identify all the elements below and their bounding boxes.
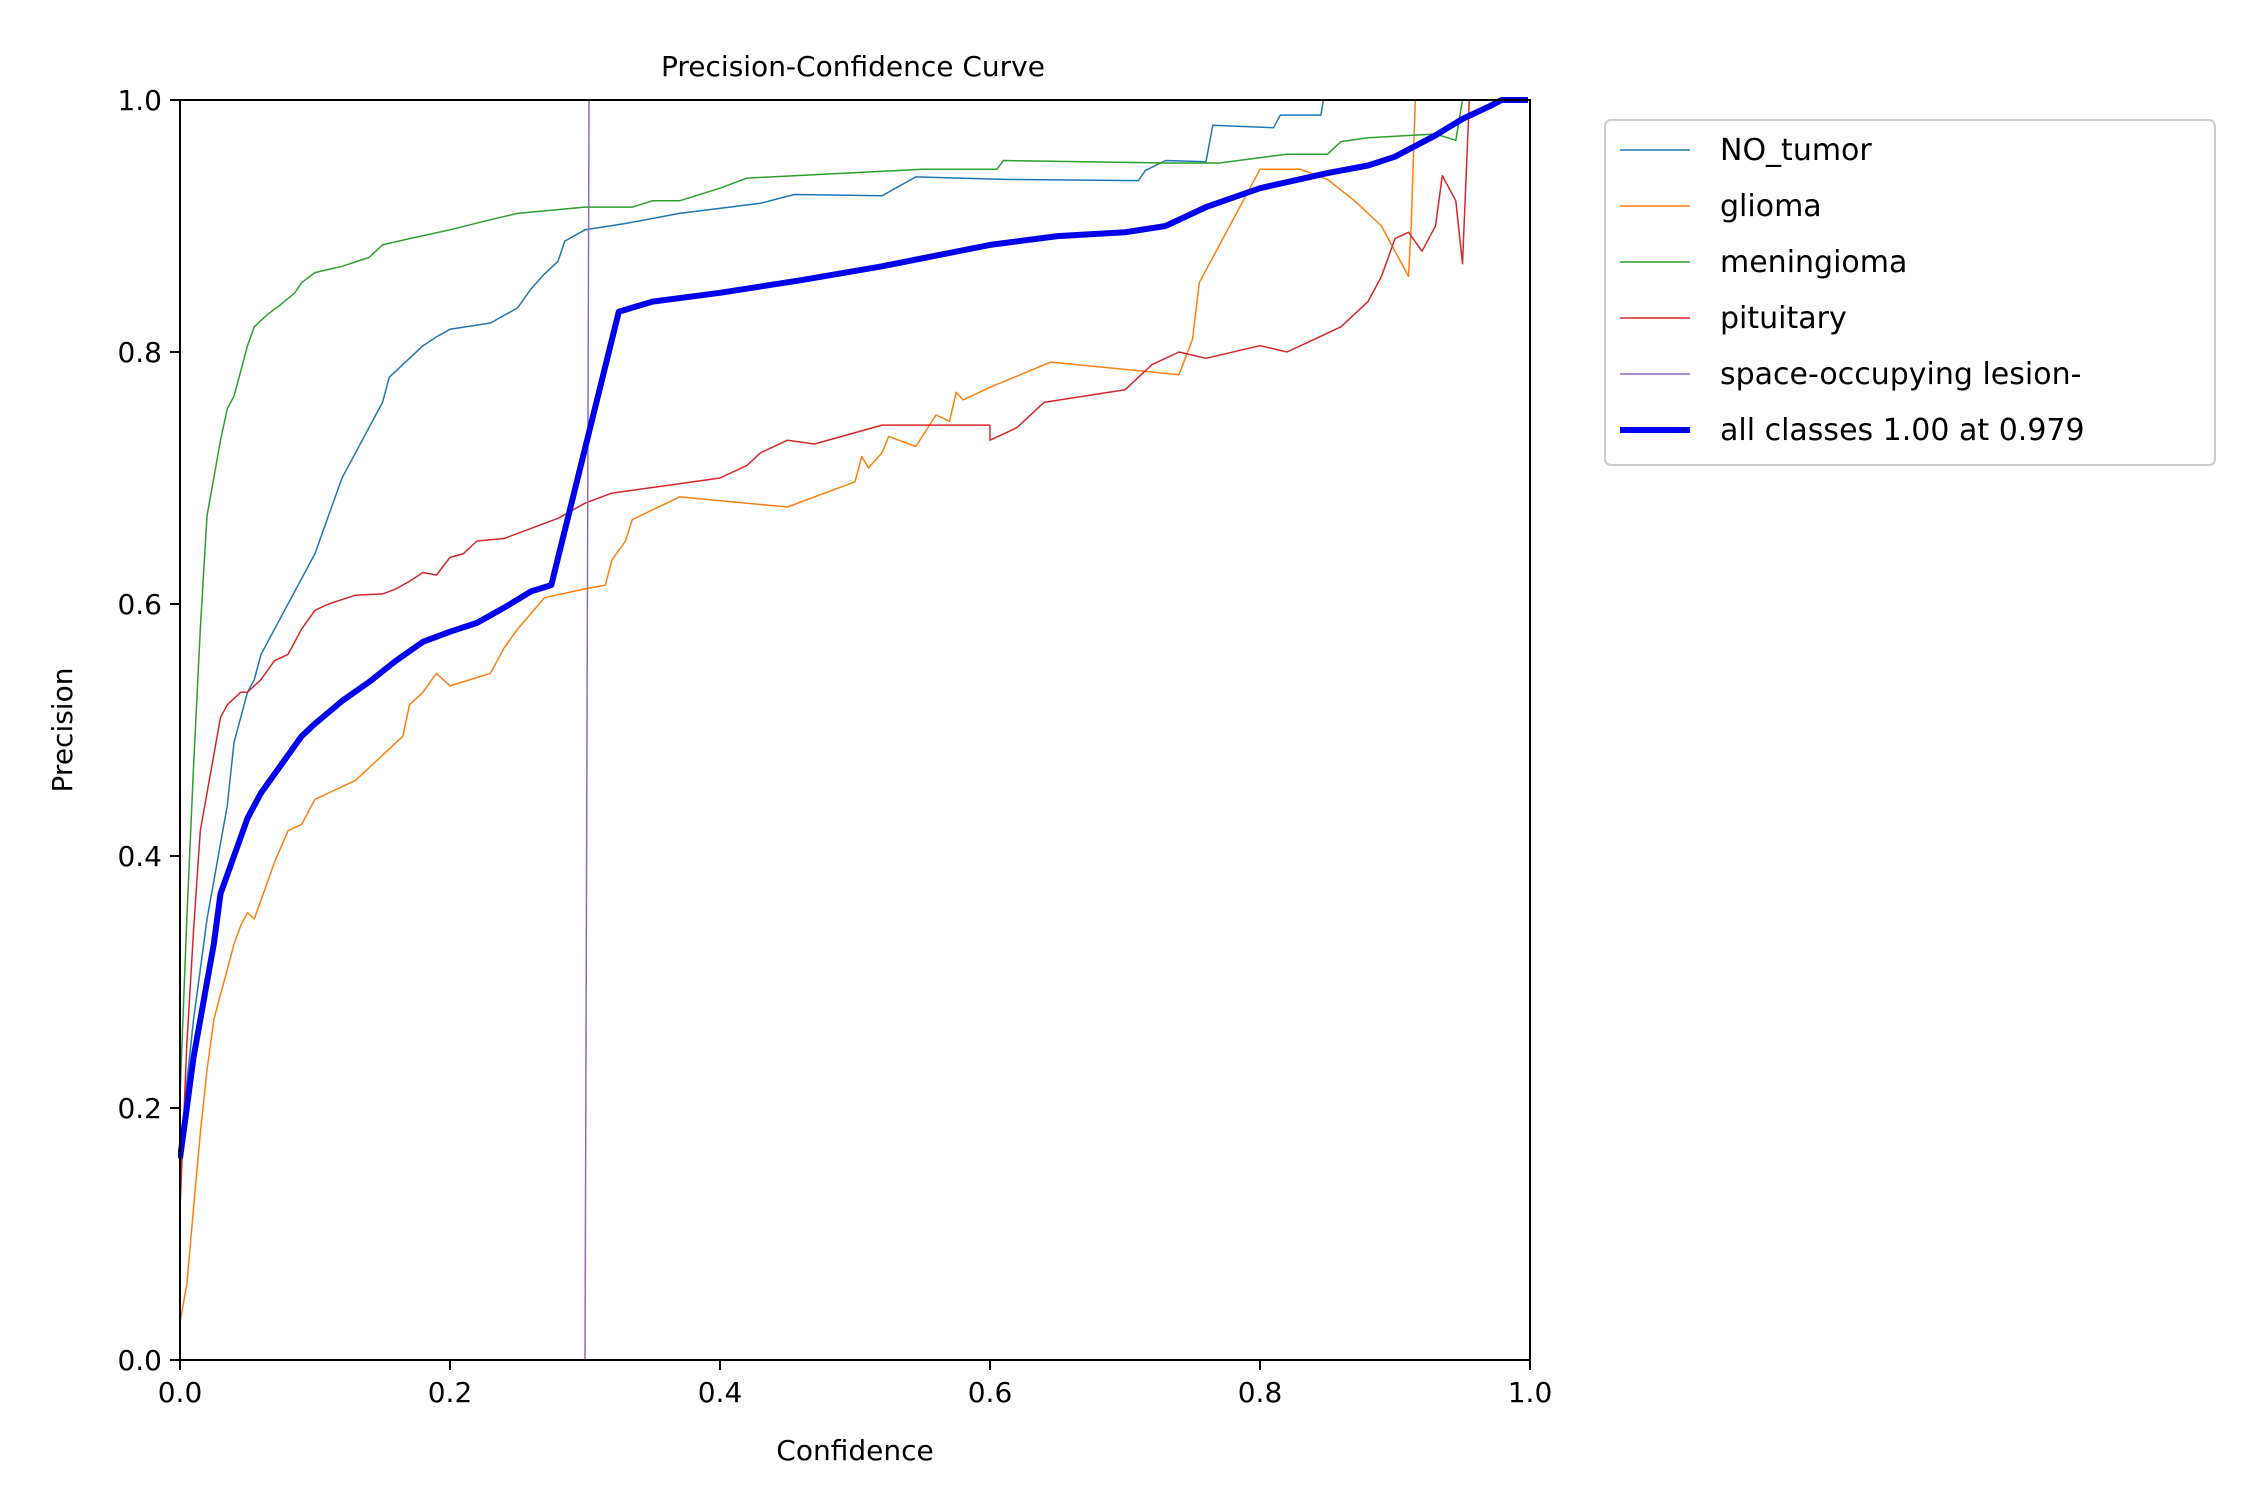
y-tick-label: 0.8 <box>117 336 162 369</box>
series-line-space-occupying-lesion <box>180 99 590 1361</box>
series-line-no-tumor <box>179 99 1325 1172</box>
y-axis-ticks: 0.0 0.2 0.4 0.6 0.8 1.0 <box>117 84 180 1377</box>
x-axis-ticks: 0.0 0.2 0.4 0.6 0.8 1.0 <box>158 1360 1553 1409</box>
y-tick-label: 0.6 <box>117 588 162 621</box>
series-line-all-classes-1-00-at-0-979 <box>178 97 1528 1159</box>
x-tick-label: 0.6 <box>968 1376 1013 1409</box>
x-tick-label: 0.2 <box>428 1376 473 1409</box>
series-line-meningioma <box>179 99 1464 1096</box>
x-tick-label: 0.4 <box>698 1376 743 1409</box>
legend-label-space-occupying-lesion: space-occupying lesion- <box>1720 357 2081 392</box>
x-tick-label: 0.0 <box>158 1376 203 1409</box>
y-axis-label: Precision <box>46 668 79 793</box>
x-tick-label: 1.0 <box>1508 1376 1553 1409</box>
legend-label-no-tumor: NO_tumor <box>1720 133 1872 168</box>
legend-label-glioma: glioma <box>1720 189 1822 224</box>
legend-label-meningioma: meningioma <box>1720 245 1907 280</box>
legend-label-pituitary: pituitary <box>1720 301 1847 336</box>
legend-label-all-classes-1-00-at-0-979: all classes 1.00 at 0.979 <box>1720 413 2085 448</box>
legend-box <box>1604 119 2216 466</box>
x-tick-label: 0.8 <box>1238 1376 1283 1409</box>
y-tick-label: 0.2 <box>117 1092 162 1125</box>
y-tick-label: 0.0 <box>117 1344 162 1377</box>
y-tick-label: 0.4 <box>117 840 162 873</box>
plot-frame <box>179 99 1531 1361</box>
chart-title: Precision-Confidence Curve <box>661 50 1045 83</box>
series-line-glioma <box>179 99 1417 1323</box>
y-tick-label: 1.0 <box>117 84 162 117</box>
x-axis-label: Confidence <box>776 1434 933 1467</box>
series-lines <box>178 97 1528 1361</box>
series-line-pituitary <box>179 99 1471 1209</box>
